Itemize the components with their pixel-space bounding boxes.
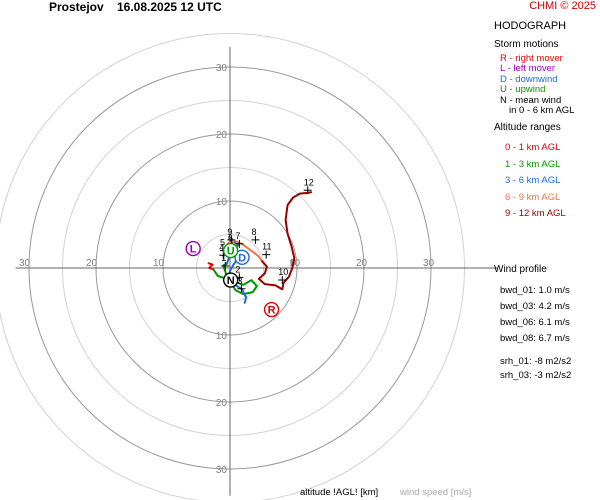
tick-label: 10 [216,197,228,208]
credit: CHMI © 2025 [529,0,596,12]
height-label: 2 [235,264,240,274]
tick-label: 10 [216,331,228,342]
height-label: 4 [219,242,224,252]
srh-list: srh_01: -8 m2/s2 srh_03: -3 m2/s2 [494,355,598,383]
storm-motion-item: N - mean wind [500,94,562,106]
height-label: 12 [304,177,314,187]
legend-panel: HODOGRAPH Storm motions R - right mover L… [494,20,598,223]
height-marker [221,261,230,270]
wind-profile-panel: Wind profile bwd_01: 1.0 m/s bwd_03: 4.2 … [494,264,598,383]
height-label: 1 [221,253,226,263]
altitude-ranges-title: Altitude ranges [494,121,561,133]
storm-marker-circle [234,249,250,265]
wind-profile-item: bwd_01: 1.0 m/s [500,284,570,296]
storm-marker-label: D [238,252,246,264]
wind-profile-item: bwd_08: 6.7 m/s [500,332,570,344]
storm-marker-D: D [234,249,250,265]
storm-motion-item: L - left mover [500,63,556,74]
height-marker [303,186,312,195]
height-label: 9 [227,227,232,237]
height-label: 11 [262,242,271,252]
height-marker [235,239,244,248]
height-marker [237,284,246,293]
srh-item: srh_03: -3 m2/s2 [500,369,572,381]
storm-marker-label: N [227,275,235,287]
height-label: 6 [228,233,233,243]
altitude-range-item: 1 - 3 km AGL [505,158,561,170]
station-title: Prostejov [49,0,104,14]
storm-motion-item: R - right mover [500,52,563,64]
storm-marker-circle [263,301,280,318]
storm-marker-R: R [263,301,280,318]
height-label: 5 [220,238,225,248]
storm-marker-label: R [268,305,276,317]
altitude-range-item: 0 - 1 km AGL [505,142,561,153]
panel-title: HODOGRAPH [494,20,567,32]
storm-marker-label: U [227,246,235,258]
storm-marker-U: U [222,242,239,259]
trace-segment-4 [257,191,313,291]
storm-marker-N: N [222,272,239,288]
speed-unit-label: wind speed [m/s] [400,487,472,498]
height-label: 8 [251,227,256,237]
wind-profile-title: Wind profile [494,264,547,275]
height-label: 10 [278,267,288,277]
storm-marker-circle [222,272,239,288]
height-marker [262,250,271,259]
tick-label: 30 [423,258,435,269]
storm-motion-markers: R L DU N [185,240,280,318]
srh-item: srh_01: -8 m2/s2 [500,355,572,367]
tick-label: 20 [216,398,228,409]
altitude-ranges-list: 0 - 1 km AGL 1 - 3 km AGL 3 - 6 km AGL 6 - … [494,140,598,223]
height-marker [227,235,236,244]
storm-motions-list: R - right mover L - left mover D - downwin… [494,52,598,107]
tick-label: 10 [289,258,301,269]
date-time: 16.08.2025 12 UTC [117,0,222,14]
altitude-range-item: 3 - 6 km AGL [505,175,561,186]
height-label: 3 [237,276,242,286]
storm-note: in 0 - 6 km AGL [509,105,575,116]
storm-marker-L: L [185,240,201,257]
storm-marker-circle [222,242,239,259]
storm-marker-label: L [190,244,197,256]
wind-profile-item: bwd_06: 6.1 m/s [500,316,570,328]
altitude-range-item: 9 - 12 km AGL [505,208,566,219]
storm-marker-circle [185,240,201,257]
tick-label: 30 [216,465,228,476]
tick-label: 20 [356,258,368,269]
tick-label: 30 [216,63,228,74]
trace-segment-3 [227,240,264,263]
tick-label: 30 [19,258,31,269]
height-marker [251,235,260,244]
height-label: 7 [235,231,240,241]
tick-label: 20 [86,258,98,269]
altitude-range-item: 6 - 9 km AGL [505,191,561,203]
altitude-unit-label: altitude !AGL! [km] [300,487,379,498]
storm-motions-title: Storm motions [494,39,559,50]
tick-label: 20 [216,130,228,141]
storm-motion-item: D - downwind [500,73,558,85]
trace-segment-0 [207,262,215,271]
wind-profile-item: bwd_03: 4.2 m/s [500,300,570,312]
storm-motion-item: U - upwind [500,84,546,95]
wind-profile-list: bwd_01: 1.0 m/s bwd_03: 4.2 m/s bwd_06: 6.… [494,283,598,347]
tick-label: 10 [153,258,165,269]
height-marker [278,276,287,285]
